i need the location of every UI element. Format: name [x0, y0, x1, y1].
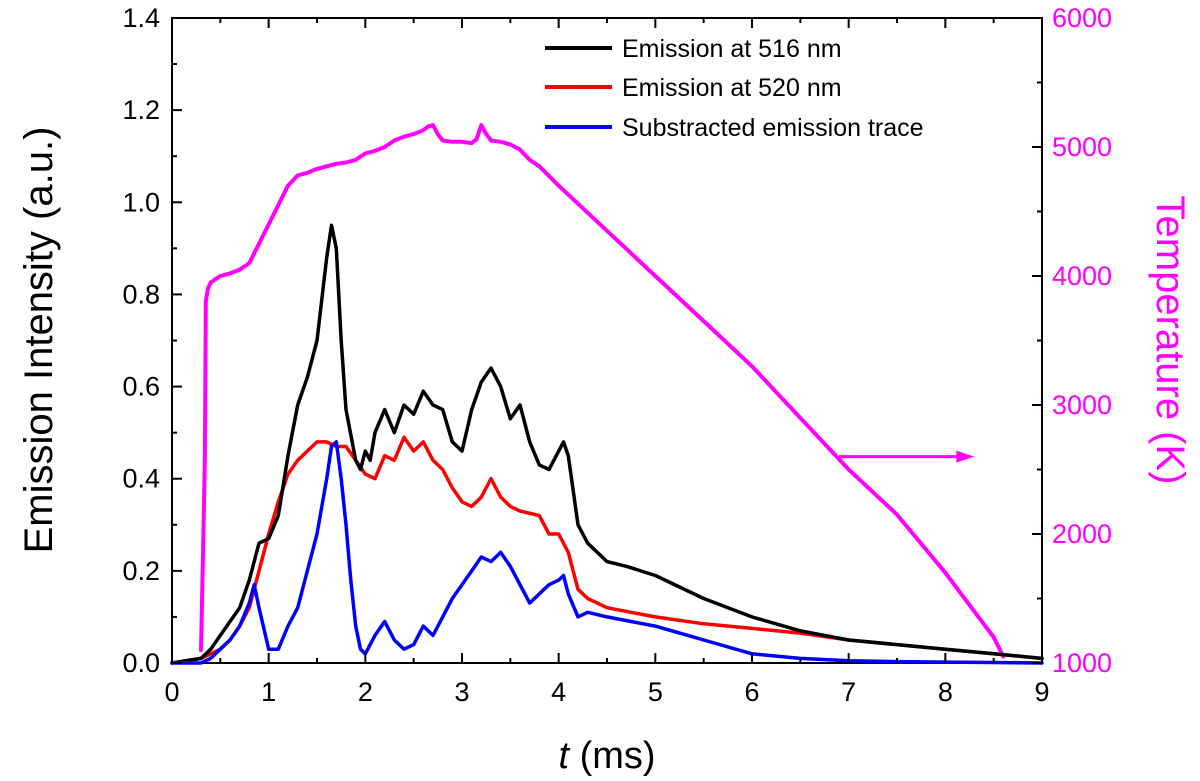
legend-label-516: Emission at 516 nm [622, 35, 842, 63]
labels-layer: 0 1 2 3 4 5 6 7 8 9 0.0 0.2 0.4 0.6 0.8 1.0 1.2 1.4 1000 20… [122, 3, 1112, 707]
x-tick-label: 0 [164, 677, 179, 707]
temperature-arrow [839, 450, 975, 463]
y-tick-label: 0.6 [122, 372, 160, 402]
legend: Emission at 516 nm Emission at 520 nm Su… [545, 35, 924, 142]
x-tick-label: 5 [648, 677, 663, 707]
x-tick-label: 2 [358, 677, 373, 707]
y-tick-label: 1.2 [122, 95, 160, 125]
y-tick-label: 1.4 [122, 3, 160, 33]
x-tick-label: 3 [454, 677, 469, 707]
y2-tick-label: 2000 [1052, 519, 1112, 549]
y2-tick-label: 4000 [1052, 261, 1112, 291]
y2-axis-title: Temperature (K) [1148, 196, 1192, 485]
ticks-layer [171, 17, 1043, 664]
y2-tick-label: 5000 [1052, 132, 1112, 162]
series-line-temperature [199, 123, 1006, 659]
series-line-emission-at-516-nm [170, 223, 1044, 665]
series-layer [170, 123, 1044, 665]
y2-tick-label: 3000 [1052, 390, 1112, 420]
y-tick-label: 1.0 [122, 187, 160, 217]
y2-tick-label: 1000 [1052, 648, 1112, 678]
y-tick-label: 0.8 [122, 279, 160, 309]
series-line-emission-at-520-nm [170, 435, 1044, 665]
x-axis-title: t (ms) [558, 735, 655, 777]
y2-tick-label: 6000 [1052, 3, 1112, 33]
y-axis-title: Emission Intensity (a.u.) [17, 127, 61, 554]
temperature-arrow-head [956, 450, 975, 463]
x-tick-label: 9 [1034, 677, 1049, 707]
x-tick-label: 4 [551, 677, 566, 707]
legend-label-520: Emission at 520 nm [622, 74, 842, 102]
y-tick-label: 0.2 [122, 556, 160, 586]
series-line-substracted-emission-trace [170, 440, 1044, 665]
x-tick-label: 1 [261, 677, 276, 707]
y-tick-label: 0.4 [122, 464, 160, 494]
x-axis-title-rest: (ms) [569, 735, 656, 777]
x-tick-label: 8 [938, 677, 953, 707]
y-tick-label: 0.0 [122, 648, 160, 678]
x-tick-label: 6 [744, 677, 759, 707]
x-axis-title-italic: t [558, 735, 570, 777]
legend-label-subtracted: Substracted emission trace [622, 114, 924, 142]
x-tick-label: 7 [841, 677, 856, 707]
